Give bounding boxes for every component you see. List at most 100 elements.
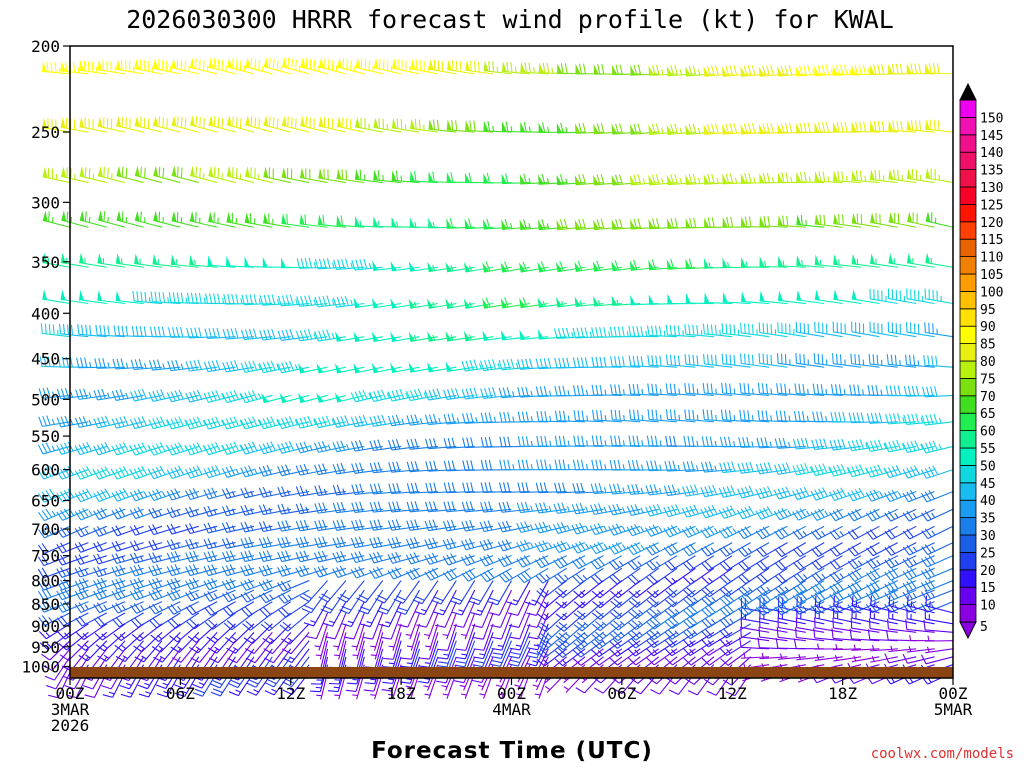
- wind-barb: [332, 440, 365, 453]
- wind-barb: [777, 608, 806, 625]
- wind-barb: [148, 359, 181, 371]
- wind-barb: [42, 648, 71, 671]
- wind-barb: [774, 437, 806, 449]
- wind-barb: [318, 57, 347, 75]
- wind-barb: [611, 295, 641, 307]
- wind-barb: [777, 653, 806, 660]
- wind-barb: [702, 409, 733, 423]
- colorbar-segment: [959, 430, 977, 449]
- wind-barb: [60, 252, 89, 268]
- wind-barb: [240, 504, 273, 516]
- wind-barb: [738, 437, 770, 448]
- wind-barb: [537, 329, 567, 340]
- wind-barb: [264, 640, 292, 664]
- wind-barb: [277, 580, 310, 592]
- wind-barb: [168, 292, 199, 305]
- wind-barb: [516, 501, 549, 514]
- wind-barb: [721, 382, 751, 396]
- wind-barb: [888, 211, 917, 228]
- wind-barb: [369, 389, 402, 402]
- wind-barb: [203, 505, 236, 517]
- wind-barb: [664, 460, 696, 472]
- wind-barb: [555, 612, 586, 632]
- wind-barb: [42, 61, 71, 75]
- wind-barb: [75, 388, 107, 400]
- wind-barb: [353, 297, 383, 309]
- wind-barb: [755, 462, 788, 475]
- wind-barb: [362, 612, 384, 640]
- wind-barb: [148, 389, 181, 402]
- wind-barb: [924, 635, 954, 642]
- wind-barb: [170, 254, 199, 268]
- wind-barb: [408, 362, 439, 373]
- wind-barb: [866, 542, 899, 557]
- wind-barb: [480, 359, 512, 371]
- wind-barb: [627, 483, 659, 496]
- wind-barb: [314, 441, 347, 453]
- y-tick-label: 550: [31, 427, 60, 446]
- wind-barb: [573, 612, 604, 632]
- wind-barb: [610, 580, 641, 599]
- wind-barb: [433, 589, 457, 616]
- wind-barb: [759, 617, 788, 633]
- colorbar-segment: [959, 290, 977, 310]
- wind-barb: [353, 363, 383, 374]
- wind-barb: [148, 507, 181, 519]
- wind-barb: [479, 538, 512, 551]
- wind-barb: [663, 484, 696, 497]
- wind-barb: [258, 504, 291, 516]
- wind-barb: [240, 521, 273, 533]
- wind-barb: [508, 640, 531, 667]
- colorbar-segment: [959, 360, 977, 379]
- wind-barb: [208, 165, 236, 184]
- wind-barb: [332, 295, 365, 308]
- wind-barb: [350, 551, 383, 564]
- wind-barb: [665, 383, 696, 396]
- wind-barb: [648, 174, 678, 186]
- wind-barb: [78, 289, 107, 305]
- wind-barb: [59, 323, 89, 338]
- wind-barb: [833, 607, 862, 625]
- wind-barb: [171, 210, 199, 228]
- wind-barb: [334, 363, 365, 374]
- wind-barb: [424, 519, 457, 532]
- colorbar-label: 85: [980, 338, 996, 353]
- wind-barb: [537, 612, 568, 633]
- wind-barb: [629, 259, 659, 271]
- wind-barb: [628, 589, 660, 608]
- wind-barb: [792, 437, 825, 450]
- wind-barb: [703, 123, 733, 135]
- wind-barb: [166, 564, 199, 577]
- wind-barb: [74, 577, 107, 591]
- colorbar-label: 100: [980, 285, 1003, 300]
- wind-barb: [113, 325, 144, 338]
- wind-barb: [203, 578, 236, 591]
- wind-barb: [869, 120, 898, 133]
- wind-barb: [424, 388, 457, 401]
- wind-barb: [115, 290, 144, 305]
- wind-barb: [849, 628, 880, 642]
- wind-barb: [74, 601, 108, 614]
- wind-barb: [646, 623, 678, 641]
- colorbar-label: 105: [980, 268, 1003, 283]
- wind-barb: [351, 519, 383, 531]
- wind-barb: [166, 577, 199, 590]
- wind-barb: [111, 415, 144, 429]
- wind-barb: [171, 165, 199, 184]
- wind-barb: [920, 654, 954, 665]
- colorbar-label: 50: [980, 459, 996, 474]
- wind-barb: [332, 550, 365, 563]
- wind-barb: [461, 387, 494, 400]
- wind-barb: [148, 488, 181, 501]
- wind-barb: [316, 392, 347, 403]
- wind-barb: [924, 62, 954, 75]
- x-tick-label: 18Z: [828, 684, 857, 703]
- wind-barb: [630, 218, 659, 230]
- colorbar-label: 45: [980, 477, 996, 492]
- wind-barb: [350, 414, 383, 428]
- wind-barb: [318, 214, 346, 228]
- wind-barb: [131, 325, 162, 338]
- wind-barb: [97, 165, 126, 184]
- wind-barb: [428, 217, 457, 229]
- wind-barb: [611, 123, 641, 135]
